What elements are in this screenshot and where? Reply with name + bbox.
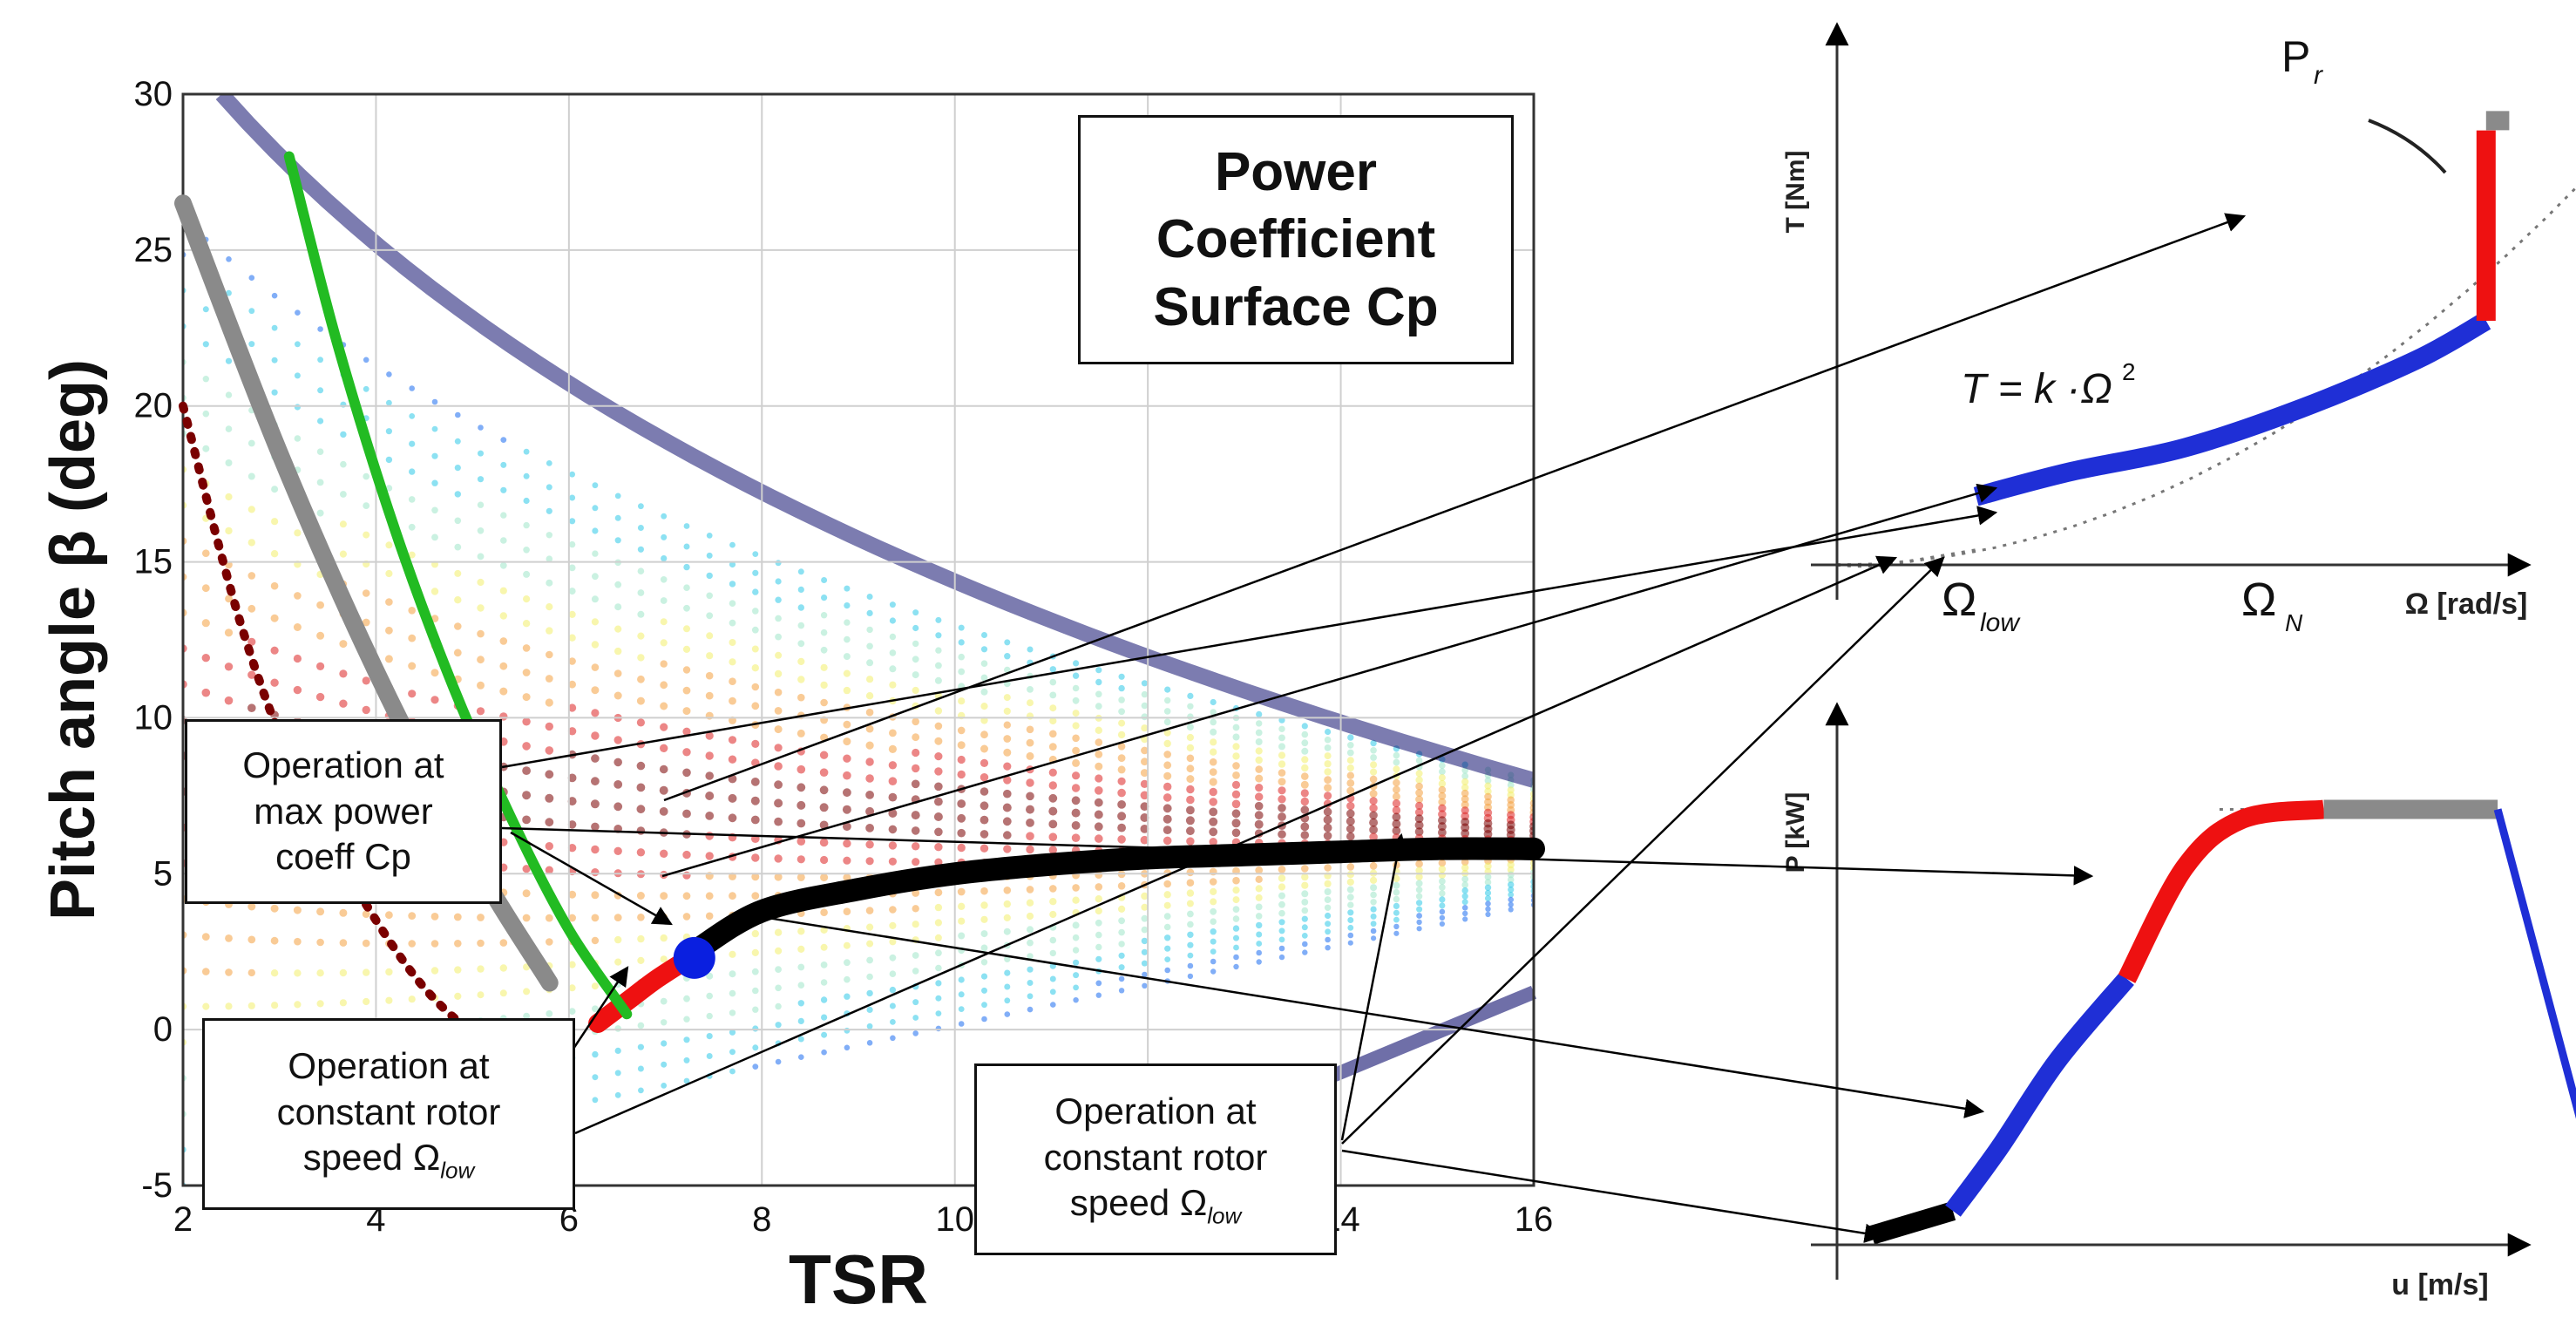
omega-low-sub: low (1980, 608, 2021, 637)
y-tick-label-4: 15 (134, 543, 173, 581)
annotation-arrow-3 (740, 912, 1985, 1118)
power-x-label: u [m/s] (2391, 1268, 2488, 1301)
y-tick-label-3: 10 (134, 698, 173, 737)
annotation-arrow-1 (661, 483, 1998, 878)
const-speed-2-line-3: speed Ωlow (1044, 1180, 1268, 1230)
power-y-label: P [kW] (1781, 792, 1810, 873)
torque-equation-sup: 2 (2122, 358, 2136, 385)
annotation-arrow-2 (501, 506, 1998, 769)
const-speed-1-line-2: constant rotor (276, 1091, 501, 1132)
max-power-label-box: Operation at max power coeff Cp (185, 719, 502, 904)
power-series-blue (1945, 972, 2134, 1217)
omega-n-label: Ω (2241, 574, 2276, 626)
annotation-arrow-4 (501, 826, 2094, 886)
torque-x-label: Ω [rad/s] (2405, 588, 2528, 621)
y-tick-label-0: -5 (141, 1166, 173, 1205)
const-speed-2-line-1: Operation at (1054, 1091, 1257, 1132)
annotation-arrow-0 (663, 213, 2247, 802)
arrow-layer (501, 213, 2247, 1243)
x-tick-label-2: 6 (559, 1200, 579, 1239)
torque-rated-power-label: P (2281, 32, 2310, 81)
annotation-arrow-5 (574, 555, 1898, 1135)
x-tick-label-7: 16 (1515, 1200, 1554, 1239)
cp-operating-point-0 (673, 936, 715, 979)
x-tick-label-3: 8 (752, 1200, 771, 1239)
cp-surface-label-box: Power Coefficient Surface Cp (1078, 115, 1514, 364)
torque-rated-power-curve (2368, 119, 2447, 174)
y-tick-label-1: 0 (153, 1010, 173, 1049)
x-tick-label-1: 4 (366, 1200, 385, 1239)
cp-upper-envelope (215, 94, 1534, 788)
cp-box-line-1: Power (1214, 141, 1378, 202)
cp-series-red (588, 951, 695, 1033)
max-power-line-1: Operation at (242, 744, 444, 786)
power-series-cutout (2493, 808, 2576, 1119)
power-series-black (1868, 1201, 1956, 1245)
const-speed-2-sub: low (1207, 1202, 1242, 1229)
annotation-arrow-6 (1341, 556, 1945, 1145)
max-power-line-2: max power (254, 790, 433, 832)
omega-low-label: Ω (1942, 574, 1976, 626)
const-speed-2-text: speed Ω (1069, 1182, 1208, 1224)
cp-box-line-2: Coefficient (1156, 209, 1436, 270)
y-tick-label-7: 30 (134, 75, 173, 113)
y-tick-label-2: 5 (153, 854, 173, 893)
y-tick-label-6: 25 (134, 231, 173, 269)
const-speed-1-sub: low (440, 1157, 475, 1184)
const-speed-1-text: speed Ω (302, 1137, 441, 1179)
power-series-red (2118, 799, 2325, 983)
torque-equation: T = k ·Ω (1961, 366, 2112, 412)
x-tick-label-0: 2 (173, 1200, 193, 1239)
max-power-line-3: coeff Cp (275, 836, 411, 878)
omega-n-sub: N (2285, 609, 2303, 636)
y-tick-label-5: 20 (134, 387, 173, 425)
const-speed-1-line-3: speed Ωlow (277, 1135, 501, 1185)
torque-y-label: T [Nm] (1781, 151, 1810, 234)
annotation-arrow-7 (1341, 1149, 1885, 1243)
x-axis-label: TSR (789, 1240, 928, 1318)
cp-series-green (283, 151, 633, 1020)
x-tick-label-4: 10 (935, 1200, 974, 1239)
const-speed-label-box-1: Operation at constant rotor speed Ωlow (202, 1018, 575, 1210)
y-axis-label: Pitch angle β (deg) (38, 359, 108, 921)
cp-box-line-3: Surface Cp (1153, 276, 1439, 337)
plot-frame (181, 92, 1535, 1187)
torque-rated-power-sub: r (2314, 61, 2323, 90)
const-speed-1-line-1: Operation at (288, 1045, 490, 1087)
torque-series-blue (1973, 312, 2491, 506)
annotation-arrow-8 (1340, 832, 1408, 1141)
torque-quadratic-guide (1836, 186, 2576, 567)
const-speed-label-box-2: Operation at constant rotor speed Ωlow (974, 1063, 1337, 1255)
annotation-arrow-10 (510, 831, 673, 926)
const-speed-2-line-2: constant rotor (1043, 1136, 1268, 1178)
